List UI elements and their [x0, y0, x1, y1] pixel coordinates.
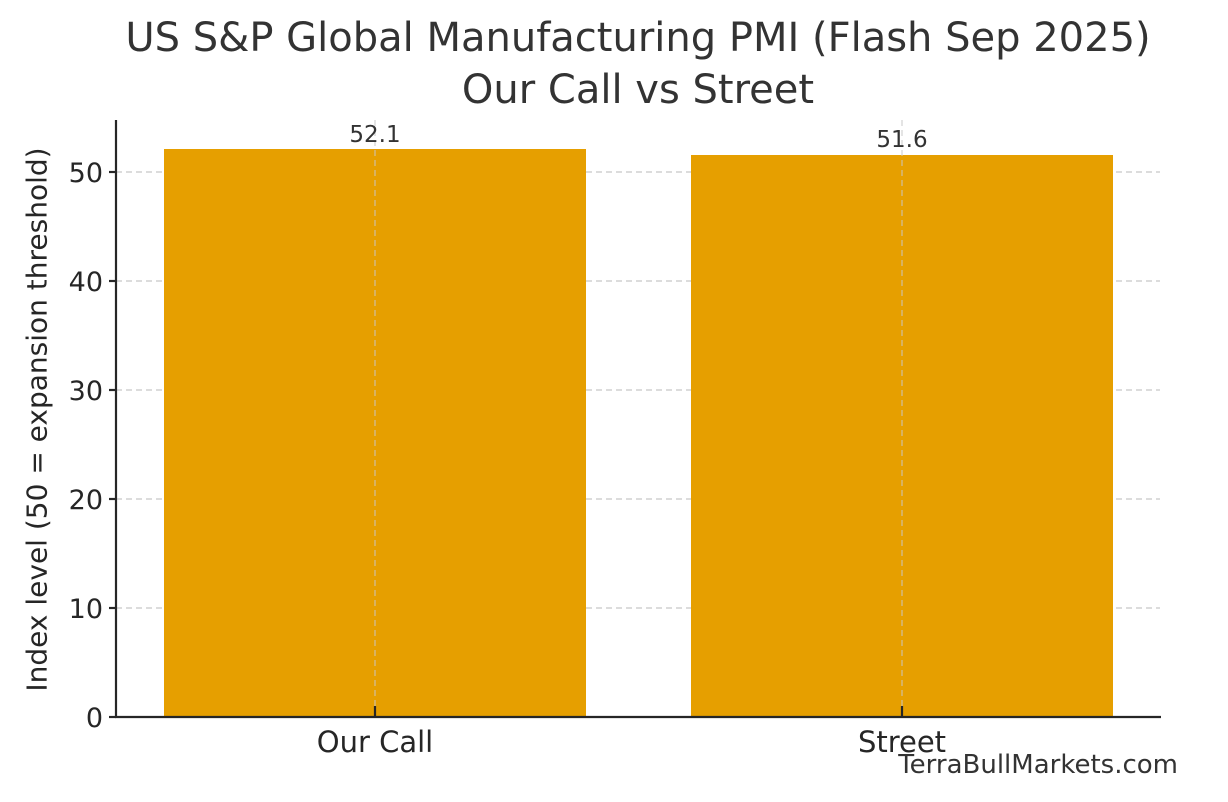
ytick-20: 20 — [69, 485, 103, 516]
ytick-40: 40 — [69, 267, 103, 298]
chart-subtitle: Our Call vs Street — [461, 67, 815, 113]
bars — [164, 149, 1113, 717]
value-label-street: 51.6 — [876, 127, 927, 153]
y-axis-label: Index level (50 = expansion threshold) — [20, 146, 54, 692]
ytick-0: 0 — [86, 703, 103, 734]
bar-value-labels: 52.1 51.6 — [349, 122, 927, 153]
xtick-our-call: Our Call — [317, 725, 433, 759]
watermark: TerraBullMarkets.com — [898, 750, 1178, 780]
xtick-street: Street — [858, 725, 946, 759]
y-axis — [109, 120, 118, 719]
ytick-50: 50 — [69, 158, 103, 189]
x-tick-labels: Our Call Street — [317, 725, 946, 759]
chart-title: US S&P Global Manufacturing PMI (Flash S… — [125, 15, 1151, 61]
x-axis — [115, 706, 1161, 719]
ytick-10: 10 — [69, 594, 103, 625]
ytick-30: 30 — [69, 376, 103, 407]
value-label-our-call: 52.1 — [349, 122, 400, 148]
y-tick-labels: 0 10 20 30 40 50 — [69, 158, 103, 734]
